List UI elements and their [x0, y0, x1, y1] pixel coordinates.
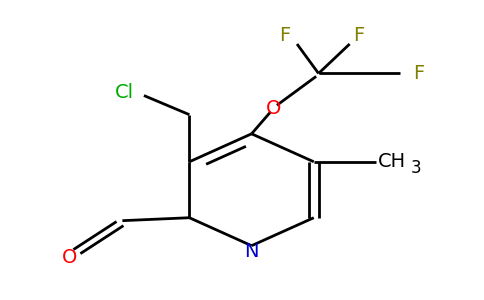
Text: F: F: [354, 26, 365, 45]
Text: CH: CH: [378, 152, 407, 171]
Text: N: N: [244, 242, 259, 261]
Text: 3: 3: [410, 159, 421, 177]
Text: O: O: [62, 248, 77, 267]
Text: F: F: [413, 64, 424, 83]
Text: F: F: [279, 26, 291, 45]
Text: O: O: [265, 99, 281, 118]
Text: Cl: Cl: [115, 83, 135, 102]
